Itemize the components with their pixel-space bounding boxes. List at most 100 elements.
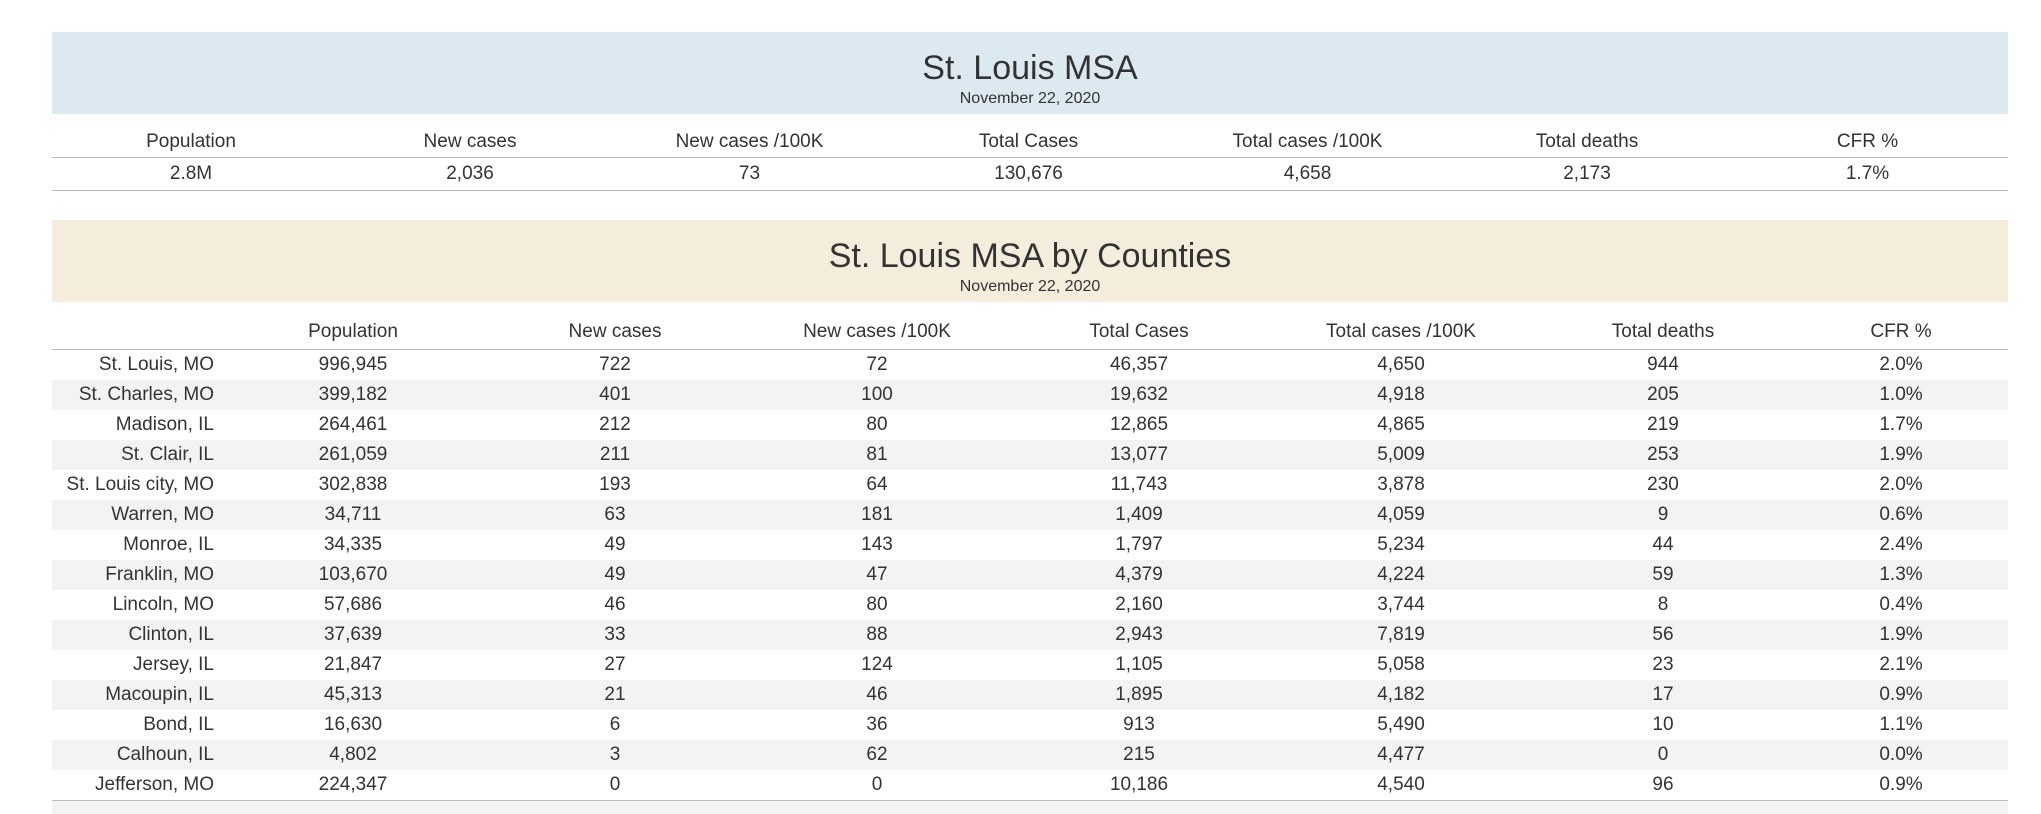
county-col-county bbox=[52, 302, 222, 350]
new-cases-cell: 193 bbox=[599, 474, 631, 495]
county-name: St. Charles, MO bbox=[52, 380, 222, 410]
total-cases-cell: 1,895 bbox=[1008, 680, 1270, 710]
total-cases-cell: 19,632 bbox=[1008, 380, 1270, 410]
summary-col-population: Population bbox=[52, 114, 330, 158]
county-row: Calhoun, IL 4,802 3 62 215 4,477 0 0.0% bbox=[52, 740, 2008, 770]
county-col-total-cases: Total Cases bbox=[1008, 302, 1270, 350]
total-cases-cell: 2,160 bbox=[1115, 594, 1163, 615]
population-cell: 264,461 bbox=[318, 414, 388, 435]
county-col-new-cases-100k: New cases /100K bbox=[746, 302, 1008, 350]
msa-summary-table: Population New cases New cases /100K Tot… bbox=[52, 114, 2008, 191]
new-cases-100k-cell: 47 bbox=[746, 560, 1008, 590]
new-cases-cell: 3 bbox=[484, 740, 746, 770]
county-row: Warren, MO 34,711 63 181 1,409 4,059 9 0.6% bbox=[52, 500, 2008, 530]
total-cases-100k-cell: 3,744 bbox=[1377, 594, 1425, 615]
new-cases-cell: 722 bbox=[599, 354, 631, 375]
total-cases-cell: 13,077 bbox=[1008, 440, 1270, 470]
total-cases-cell: 1,105 bbox=[1115, 654, 1163, 675]
total-cases-cell: 12,865 bbox=[1109, 414, 1169, 435]
new-cases-cell: 212 bbox=[599, 414, 631, 435]
county-name: Madison, IL bbox=[115, 414, 214, 435]
population-cell: 302,838 bbox=[318, 474, 388, 495]
new-cases-cell: 49 bbox=[484, 560, 746, 590]
summary-col-new-cases: New cases bbox=[330, 114, 610, 158]
msa-summary-title: St. Louis MSA bbox=[922, 49, 1138, 87]
county-col-population: Population bbox=[222, 302, 484, 350]
total-cases-cell: 11,743 bbox=[1110, 474, 1168, 495]
summary-new-cases-100k-value: 73 bbox=[610, 157, 889, 191]
summary-population-value: 2.8M bbox=[52, 157, 330, 191]
total-deaths-cell: 0 bbox=[1532, 740, 1794, 770]
summary-total-deaths-value: 2,173 bbox=[1447, 157, 1727, 191]
cfr-cell: 1.1% bbox=[1879, 714, 1923, 735]
new-cases-100k-cell: 36 bbox=[866, 714, 888, 735]
county-name: St. Louis, MO bbox=[98, 354, 214, 375]
summary-col-new-cases-100k: New cases /100K bbox=[610, 114, 889, 158]
new-cases-100k-cell: 143 bbox=[861, 534, 893, 555]
total-cases-cell: 10,186 bbox=[1008, 770, 1270, 801]
total-cases-cell: 46,357 bbox=[1109, 354, 1169, 375]
county-row: Jersey, IL 21,847 27 124 1,105 5,058 23 2.1% bbox=[52, 650, 2008, 680]
total-deaths-cell: 59 bbox=[1532, 560, 1794, 590]
cfr-cell: 1.9% bbox=[1794, 440, 2008, 470]
total-cases-100k-cell: 4,918 bbox=[1270, 380, 1532, 410]
population-cell: 37,639 bbox=[222, 620, 484, 650]
cfr-cell: 0.9% bbox=[1794, 680, 2008, 710]
total-cases-100k-cell: 4,059 bbox=[1270, 500, 1532, 530]
new-cases-100k-cell: 81 bbox=[746, 440, 1008, 470]
new-cases-100k-cell: 124 bbox=[861, 654, 893, 675]
total-cases-cell: 2,943 bbox=[1008, 620, 1270, 650]
total-deaths-cell: 56 bbox=[1532, 620, 1794, 650]
cfr-cell: 2.1% bbox=[1879, 654, 1923, 675]
total-deaths-cell: 23 bbox=[1652, 654, 1674, 675]
county-name: Jefferson, MO bbox=[52, 770, 222, 801]
total-deaths-cell: 253 bbox=[1532, 440, 1794, 470]
county-name: St. Clair, IL bbox=[52, 440, 222, 470]
county-row: St. Louis, MO 996,945 722 72 46,357 4,650 944 2… bbox=[52, 350, 2008, 381]
cfr-cell: 1.9% bbox=[1794, 620, 2008, 650]
county-row: Clinton, IL 37,639 33 88 2,943 7,819 56 1.9% bbox=[52, 620, 2008, 650]
total-cases-cell: 1,409 bbox=[1008, 500, 1270, 530]
cfr-cell: 1.3% bbox=[1794, 560, 2008, 590]
total-deaths-cell: 219 bbox=[1647, 414, 1679, 435]
population-cell: 103,670 bbox=[222, 560, 484, 590]
cfr-cell: 1.7% bbox=[1879, 414, 1923, 435]
new-cases-100k-cell: 100 bbox=[746, 380, 1008, 410]
total-cases-100k-cell: 4,650 bbox=[1377, 354, 1425, 375]
total-deaths-cell: 205 bbox=[1532, 380, 1794, 410]
county-name: Warren, MO bbox=[52, 500, 222, 530]
county-header-row: Population New cases New cases /100K Tot… bbox=[52, 302, 2008, 350]
population-cell: 399,182 bbox=[222, 380, 484, 410]
total-deaths-cell: 44 bbox=[1652, 534, 1674, 555]
summary-total-cases-100k-value: 4,658 bbox=[1168, 157, 1447, 191]
population-cell: 21,847 bbox=[323, 654, 383, 675]
population-cell: 57,686 bbox=[323, 594, 383, 615]
county-name: Clinton, IL bbox=[52, 620, 222, 650]
total-cases-100k-cell: 5,058 bbox=[1377, 654, 1425, 675]
county-name: Macoupin, IL bbox=[52, 680, 222, 710]
summary-col-cfr: CFR % bbox=[1727, 114, 2008, 158]
summary-value-row: 2.8M 2,036 73 130,676 4,658 2,173 1.7% bbox=[52, 157, 2008, 191]
population-cell: 261,059 bbox=[222, 440, 484, 470]
total-cases-cell: 913 bbox=[1123, 714, 1155, 735]
county-col-cfr: CFR % bbox=[1794, 302, 2008, 350]
new-cases-100k-cell: 0 bbox=[746, 770, 1008, 801]
county-row: Madison, IL 264,461 212 80 12,865 4,865 219 1.7… bbox=[52, 410, 2008, 440]
total-cases-100k-cell: 4,865 bbox=[1377, 414, 1425, 435]
population-cell: 45,313 bbox=[222, 680, 484, 710]
total-cases-100k-cell: 3,878 bbox=[1377, 474, 1425, 495]
new-cases-cell: 33 bbox=[484, 620, 746, 650]
next-panel-edge bbox=[52, 801, 2008, 814]
county-header: St. Louis MSA by Counties November 22, 2… bbox=[52, 220, 2008, 302]
county-row: St. Charles, MO 399,182 401 100 19,632 4,918 2… bbox=[52, 380, 2008, 410]
county-row: Lincoln, MO 57,686 46 80 2,160 3,744 8 0.4% bbox=[52, 590, 2008, 620]
cfr-cell: 2.4% bbox=[1879, 534, 1923, 555]
county-row: Macoupin, IL 45,313 21 46 1,895 4,182 17 0.9% bbox=[52, 680, 2008, 710]
new-cases-100k-cell: 88 bbox=[746, 620, 1008, 650]
total-deaths-cell: 17 bbox=[1532, 680, 1794, 710]
summary-col-total-cases-100k: Total cases /100K bbox=[1168, 114, 1447, 158]
total-cases-100k-cell: 4,477 bbox=[1270, 740, 1532, 770]
new-cases-cell: 211 bbox=[484, 440, 746, 470]
new-cases-cell: 21 bbox=[484, 680, 746, 710]
total-cases-cell: 215 bbox=[1008, 740, 1270, 770]
